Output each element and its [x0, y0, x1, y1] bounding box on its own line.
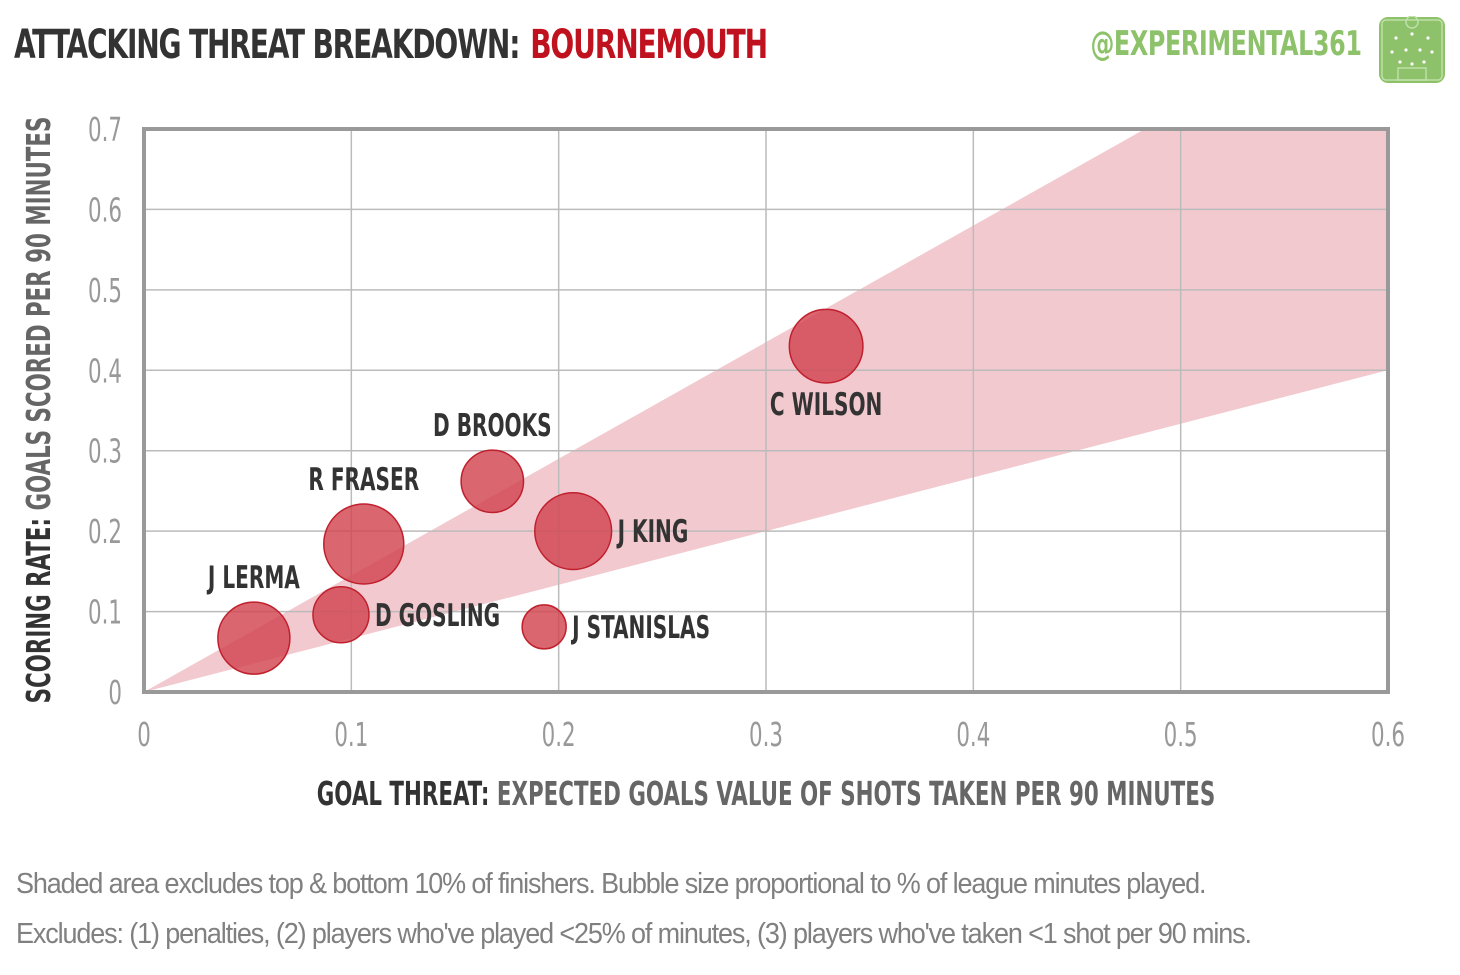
- y-axis-label: SCORING RATE: GOALS SCORED PER 90 MINUTE…: [19, 117, 58, 704]
- x-tick-label: 0.5: [1164, 715, 1198, 754]
- x-tick-label: 0.1: [334, 715, 368, 754]
- y-tick-label: 0.5: [88, 271, 122, 310]
- player-bubble: [312, 586, 370, 644]
- player-label: J STANISLAS: [571, 610, 711, 646]
- player-bubble: [534, 491, 613, 571]
- x-tick-label: 0.4: [956, 715, 990, 754]
- pitch-logo-icon: [1379, 16, 1445, 83]
- y-tick-label: 0.4: [88, 351, 122, 390]
- footnote-line-1: Shaded area excludes top & bottom 10% of…: [16, 868, 1207, 900]
- x-tick-label: 0: [137, 715, 151, 754]
- y-tick-label: 0.3: [88, 432, 122, 471]
- twitter-handle: @EXPERIMENTAL361: [1090, 24, 1362, 64]
- y-tick-label: 0: [108, 673, 122, 712]
- x-axis-label: GOAL THREAT: EXPECTED GOALS VALUE OF SHO…: [317, 774, 1215, 813]
- player-bubble: [460, 449, 525, 514]
- player-label: R FRASER: [308, 462, 419, 498]
- player-label: C WILSON: [770, 387, 882, 423]
- x-tick-label: 0.3: [749, 715, 783, 754]
- y-tick-label: 0.7: [88, 110, 122, 149]
- player-bubble: [521, 604, 567, 650]
- player-bubble: [788, 308, 864, 384]
- title-team: BOURNEMOUTH: [530, 22, 768, 68]
- plot-frame: [142, 127, 1390, 694]
- footnote-line-2: Excludes: (1) penalties, (2) players who…: [16, 918, 1252, 950]
- player-bubble: [323, 503, 405, 585]
- player-label: J KING: [616, 515, 688, 551]
- y-tick-label: 0.2: [88, 512, 122, 551]
- player-bubble: [217, 601, 291, 675]
- x-tick-label: 0.2: [542, 715, 576, 754]
- player-label: D BROOKS: [433, 409, 552, 445]
- title-prefix: ATTACKING THREAT BREAKDOWN:: [14, 22, 520, 68]
- scatter-chart: C WILSON D BROOKS R FRASER J KING J LERMA D G…: [19, 110, 1405, 813]
- player-label: D GOSLING: [375, 598, 500, 634]
- y-tick-label: 0.6: [88, 190, 122, 229]
- y-tick-label: 0.1: [88, 593, 122, 632]
- chart-title: ATTACKING THREAT BREAKDOWN: BOURNEMOUTH: [14, 22, 768, 68]
- x-tick-label: 0.6: [1371, 715, 1405, 754]
- player-label: J LERMA: [206, 561, 300, 597]
